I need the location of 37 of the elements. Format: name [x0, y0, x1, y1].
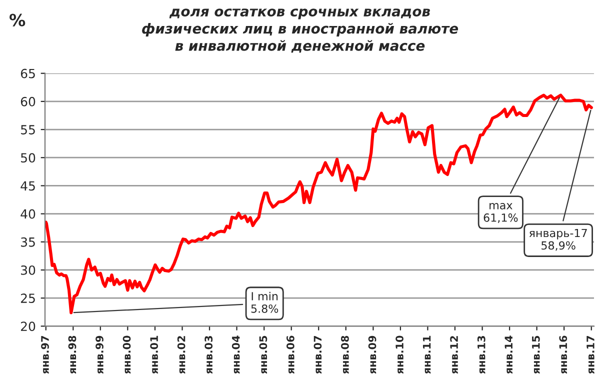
annotation: I min 5.8%: [251, 292, 278, 313]
x-tick-label: янв.01: [150, 336, 158, 374]
y-axis-title: %: [10, 14, 26, 26]
x-tick-label: янв.12: [450, 336, 458, 374]
x-tick-label: янв.15: [532, 336, 540, 374]
x-tick-label: янв.97: [41, 336, 49, 374]
y-tick-label: 60: [20, 96, 36, 106]
x-tick-label: янв.14: [504, 336, 512, 374]
x-tick-label: янв.13: [477, 336, 486, 374]
x-tick-label: янв.05: [259, 336, 268, 374]
x-tick-label: янв.08: [341, 336, 349, 374]
y-tick-label: 35: [21, 237, 35, 247]
x-tick-label: янв.03: [204, 336, 213, 374]
y-tick-label: 55: [21, 125, 35, 134]
y-tick-label: 20: [20, 322, 36, 332]
line-series: [45, 94, 593, 314]
y-tick-label: 45: [20, 181, 35, 191]
y-tick-label: 25: [20, 294, 35, 304]
x-tick-label: янв.09: [368, 336, 376, 374]
y-tick-label: 40: [20, 209, 36, 219]
x-tick-label: янв.98: [68, 336, 76, 374]
y-tick-label: 65: [20, 68, 35, 78]
chart-title: доля остатков срочных вкладов физических лиц в иностранной валюте в инвалютной денежной массе: [142, 8, 458, 53]
x-tick-label: янв.99: [96, 336, 104, 374]
x-tick-label: янв.02: [177, 336, 186, 374]
x-tick-label: янв.07: [314, 336, 322, 374]
annotation: max 61,1%: [484, 203, 518, 223]
x-tick-label: янв.06: [286, 336, 294, 374]
x-tick-label: янв.17: [586, 336, 594, 374]
y-tick-label: 50: [21, 153, 36, 163]
x-tick-label: янв.16: [559, 336, 568, 374]
x-tick-label: янв.11: [422, 336, 431, 374]
y-tick-label: 30: [21, 265, 36, 275]
annotation: январь-17 58,9%: [529, 228, 587, 251]
x-tick-label: янв.04: [232, 336, 240, 374]
x-tick-label: янв.10: [396, 336, 404, 374]
x-tick-label: янв.00: [122, 336, 131, 374]
